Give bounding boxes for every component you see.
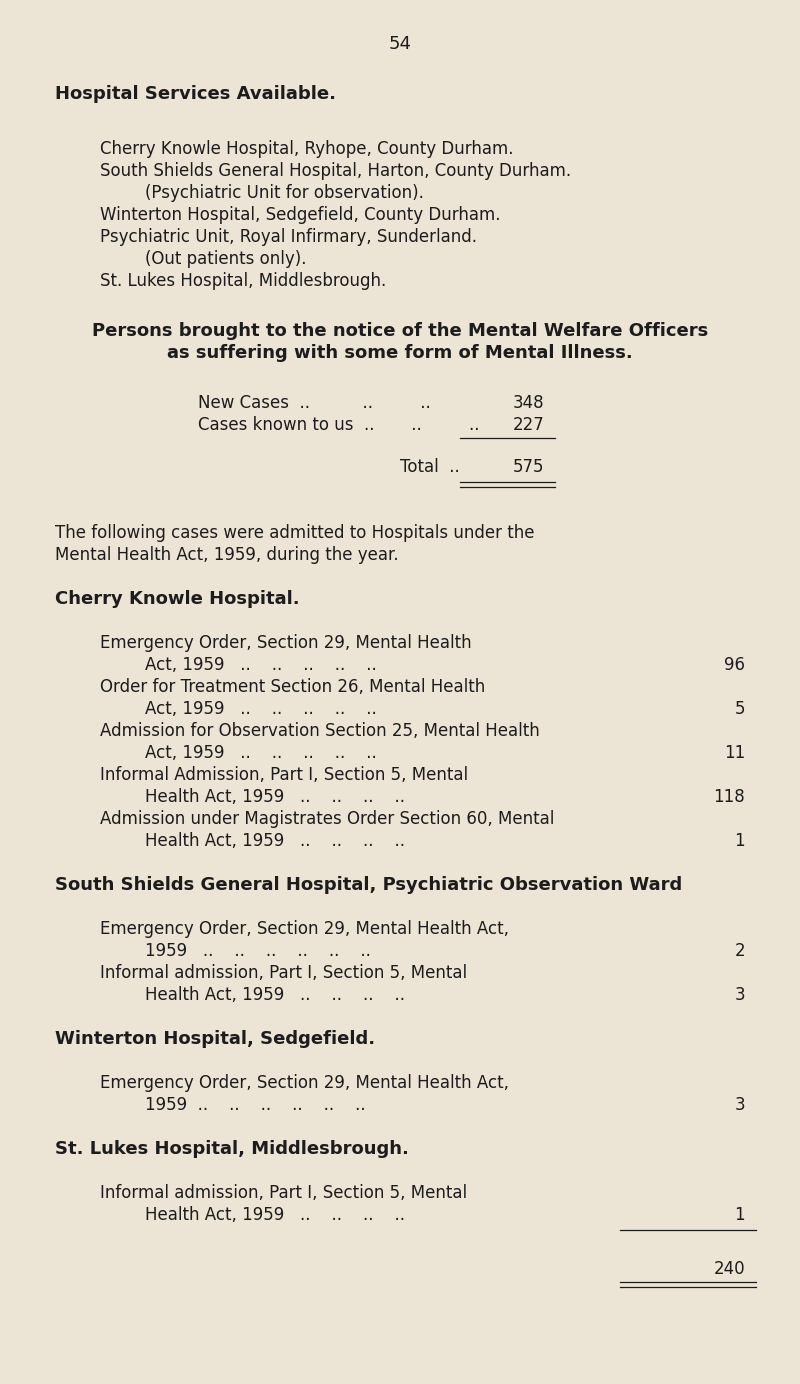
Text: St. Lukes Hospital, Middlesbrough.: St. Lukes Hospital, Middlesbrough. <box>55 1140 409 1158</box>
Text: South Shields General Hospital, Psychiatric Observation Ward: South Shields General Hospital, Psychiat… <box>55 876 682 894</box>
Text: Informal Admission, Part I, Section 5, Mental: Informal Admission, Part I, Section 5, M… <box>100 765 468 783</box>
Text: Persons brought to the notice of the Mental Welfare Officers: Persons brought to the notice of the Men… <box>92 322 708 340</box>
Text: Act, 1959   ..    ..    ..    ..    ..: Act, 1959 .. .. .. .. .. <box>145 745 377 763</box>
Text: Admission for Observation Section 25, Mental Health: Admission for Observation Section 25, Me… <box>100 722 540 740</box>
Text: Health Act, 1959   ..    ..    ..    ..: Health Act, 1959 .. .. .. .. <box>145 1205 405 1223</box>
Text: as suffering with some form of Mental Illness.: as suffering with some form of Mental Il… <box>167 345 633 363</box>
Text: 240: 240 <box>714 1259 745 1277</box>
Text: 1: 1 <box>734 832 745 850</box>
Text: Informal admission, Part I, Section 5, Mental: Informal admission, Part I, Section 5, M… <box>100 965 467 983</box>
Text: (Psychiatric Unit for observation).: (Psychiatric Unit for observation). <box>145 184 424 202</box>
Text: 11: 11 <box>724 745 745 763</box>
Text: 5: 5 <box>734 700 745 718</box>
Text: 227: 227 <box>512 417 544 435</box>
Text: Health Act, 1959   ..    ..    ..    ..: Health Act, 1959 .. .. .. .. <box>145 787 405 805</box>
Text: Psychiatric Unit, Royal Infirmary, Sunderland.: Psychiatric Unit, Royal Infirmary, Sunde… <box>100 228 477 246</box>
Text: 3: 3 <box>734 1096 745 1114</box>
Text: New Cases  ..          ..         ..: New Cases .. .. .. <box>198 394 430 412</box>
Text: 96: 96 <box>724 656 745 674</box>
Text: Mental Health Act, 1959, during the year.: Mental Health Act, 1959, during the year… <box>55 547 398 565</box>
Text: (Out patients only).: (Out patients only). <box>145 251 306 268</box>
Text: Act, 1959   ..    ..    ..    ..    ..: Act, 1959 .. .. .. .. .. <box>145 656 377 674</box>
Text: 1959   ..    ..    ..    ..    ..    ..: 1959 .. .. .. .. .. .. <box>145 943 371 960</box>
Text: Admission under Magistrates Order Section 60, Mental: Admission under Magistrates Order Sectio… <box>100 810 554 828</box>
Text: 348: 348 <box>512 394 544 412</box>
Text: Winterton Hospital, Sedgefield.: Winterton Hospital, Sedgefield. <box>55 1030 375 1048</box>
Text: Cases known to us  ..       ..         ..: Cases known to us .. .. .. <box>198 417 479 435</box>
Text: Act, 1959   ..    ..    ..    ..    ..: Act, 1959 .. .. .. .. .. <box>145 700 377 718</box>
Text: Health Act, 1959   ..    ..    ..    ..: Health Act, 1959 .. .. .. .. <box>145 832 405 850</box>
Text: 118: 118 <box>714 787 745 805</box>
Text: Cherry Knowle Hospital, Ryhope, County Durham.: Cherry Knowle Hospital, Ryhope, County D… <box>100 140 514 158</box>
Text: Winterton Hospital, Sedgefield, County Durham.: Winterton Hospital, Sedgefield, County D… <box>100 206 501 224</box>
Text: 2: 2 <box>734 943 745 960</box>
Text: Order for Treatment Section 26, Mental Health: Order for Treatment Section 26, Mental H… <box>100 678 486 696</box>
Text: Emergency Order, Section 29, Mental Health: Emergency Order, Section 29, Mental Heal… <box>100 634 472 652</box>
Text: South Shields General Hospital, Harton, County Durham.: South Shields General Hospital, Harton, … <box>100 162 571 180</box>
Text: 1959  ..    ..    ..    ..    ..    ..: 1959 .. .. .. .. .. .. <box>145 1096 366 1114</box>
Text: 3: 3 <box>734 985 745 1003</box>
Text: 1: 1 <box>734 1205 745 1223</box>
Text: Cherry Knowle Hospital.: Cherry Knowle Hospital. <box>55 590 300 608</box>
Text: Informal admission, Part I, Section 5, Mental: Informal admission, Part I, Section 5, M… <box>100 1183 467 1201</box>
Text: Emergency Order, Section 29, Mental Health Act,: Emergency Order, Section 29, Mental Heal… <box>100 1074 509 1092</box>
Text: Hospital Services Available.: Hospital Services Available. <box>55 84 336 102</box>
Text: 575: 575 <box>513 458 544 476</box>
Text: 54: 54 <box>389 35 411 53</box>
Text: St. Lukes Hospital, Middlesbrough.: St. Lukes Hospital, Middlesbrough. <box>100 273 386 291</box>
Text: The following cases were admitted to Hospitals under the: The following cases were admitted to Hos… <box>55 525 534 543</box>
Text: Emergency Order, Section 29, Mental Health Act,: Emergency Order, Section 29, Mental Heal… <box>100 920 509 938</box>
Text: Health Act, 1959   ..    ..    ..    ..: Health Act, 1959 .. .. .. .. <box>145 985 405 1003</box>
Text: Total  ..: Total .. <box>400 458 460 476</box>
